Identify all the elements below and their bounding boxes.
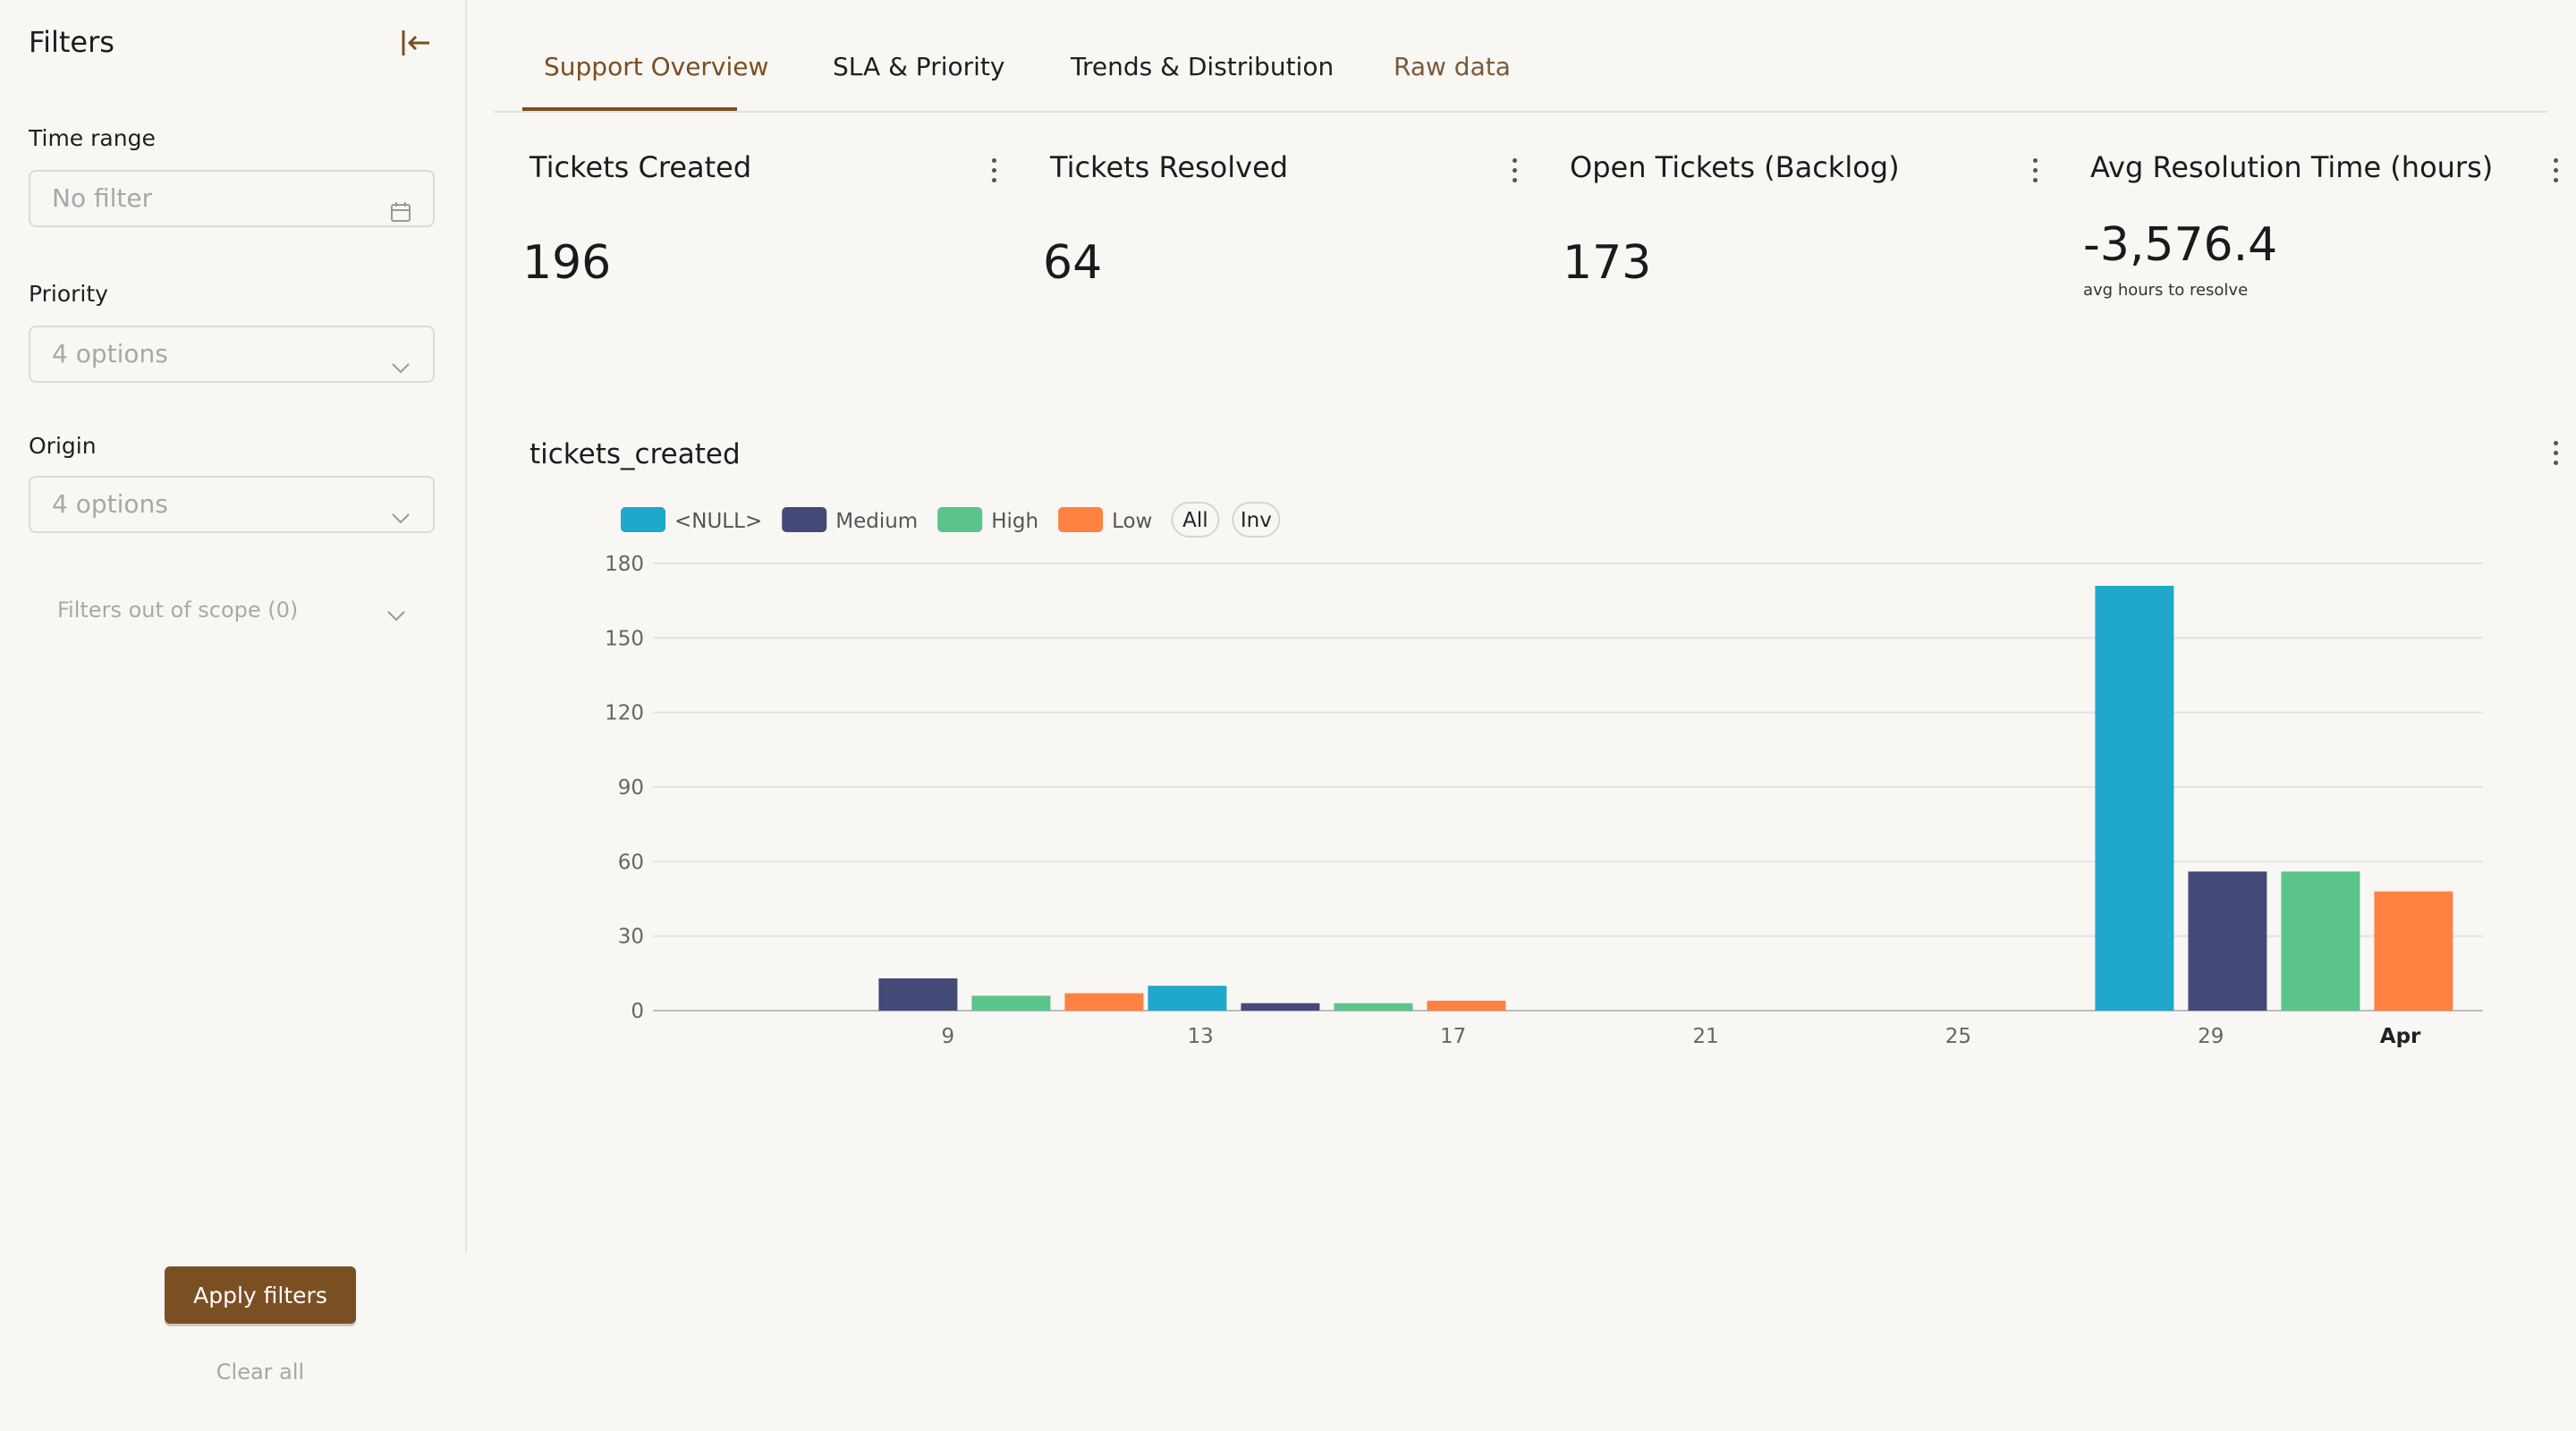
filter-sidebar: Filters Time range No filter Priority 4 … (0, 0, 467, 1252)
legend-swatch[interactable] (621, 507, 665, 532)
sidebar-title: Filters (29, 25, 114, 59)
legend-swatch[interactable] (937, 507, 983, 532)
kpi-value: 64 (1043, 236, 1103, 290)
kpi-card-tickets-resolved: Tickets Resolved 64 (1043, 143, 1544, 322)
chevron-down-icon (390, 494, 411, 524)
tab-support-overview[interactable]: Support Overview (544, 52, 769, 81)
legend-button-label[interactable]: All (1182, 509, 1208, 532)
bar-medium[interactable] (878, 978, 958, 1011)
x-tick-label: 13 (1188, 1025, 1214, 1048)
origin-placeholder: 4 options (52, 489, 168, 519)
priority-select[interactable]: 4 options (29, 326, 435, 383)
kpi-value: 196 (522, 236, 612, 290)
bar-high[interactable] (2281, 871, 2360, 1011)
legend-label[interactable]: <NULL> (674, 510, 762, 533)
kpi-title: Tickets Resolved (1050, 150, 1289, 184)
legend-button-label[interactable]: Inv (1241, 509, 1272, 532)
x-tick-label: 9 (941, 1025, 954, 1048)
bar-low[interactable] (1064, 993, 1144, 1011)
bar-medium[interactable] (2188, 871, 2267, 1011)
chevron-down-icon (390, 343, 411, 374)
tab-raw-data[interactable]: Raw data (1394, 52, 1511, 81)
bar-high[interactable] (971, 995, 1051, 1011)
kpi-subtitle: avg hours to resolve (2083, 281, 2249, 300)
kpi-menu-icon[interactable] (2026, 156, 2044, 188)
kpi-menu-icon[interactable] (1505, 156, 1523, 188)
origin-select[interactable]: 4 options (29, 476, 435, 533)
time-range-label: Time range (29, 125, 156, 151)
y-tick-label: 60 (618, 851, 644, 874)
legend-swatch[interactable] (782, 507, 827, 532)
bar-low[interactable] (2374, 891, 2453, 1011)
kpi-value: 173 (1563, 236, 1652, 290)
kpi-card-open-tickets: Open Tickets (Backlog) 173 (1563, 143, 2063, 322)
y-tick-label: 30 (618, 926, 644, 949)
filters-out-of-scope-toggle[interactable]: Filters out of scope (0) (57, 597, 406, 626)
collapse-sidebar-icon[interactable] (399, 25, 435, 61)
kpi-card-tickets-created: Tickets Created 196 (522, 143, 1023, 322)
x-tick-label: Apr (2380, 1025, 2421, 1048)
y-tick-label: 0 (631, 1000, 644, 1023)
x-tick-label: 29 (2198, 1025, 2224, 1048)
legend-label[interactable]: Medium (835, 510, 918, 533)
kpi-menu-icon[interactable] (985, 156, 1003, 188)
filters-out-of-scope-label: Filters out of scope (0) (57, 597, 299, 622)
kpi-title: Avg Resolution Time (hours) (2090, 150, 2494, 184)
legend-label[interactable]: High (991, 510, 1038, 533)
legend-swatch[interactable] (1058, 507, 1104, 532)
legend-button-inv[interactable] (1232, 502, 1281, 538)
bar-null[interactable] (2095, 586, 2174, 1011)
bar-high[interactable] (1334, 1003, 1413, 1011)
tab-trends-distribution[interactable]: Trends & Distribution (1071, 52, 1335, 81)
x-tick-label: 25 (1945, 1025, 1971, 1048)
apply-filters-button[interactable]: Apply filters (165, 1266, 356, 1324)
y-tick-label: 90 (618, 776, 644, 800)
time-range-placeholder: No filter (52, 183, 153, 213)
priority-placeholder: 4 options (52, 339, 168, 368)
kpi-title: Tickets Created (530, 150, 752, 184)
calendar-icon (390, 188, 411, 222)
clear-all-link[interactable]: Clear all (216, 1359, 305, 1384)
time-range-input[interactable]: No filter (29, 170, 435, 227)
dashboard-tabs: Support Overview SLA & Priority Trends &… (494, 0, 2547, 113)
origin-label: Origin (29, 433, 97, 459)
priority-label: Priority (29, 281, 108, 307)
active-tab-indicator (522, 107, 737, 111)
y-tick-label: 180 (605, 553, 644, 576)
legend-label[interactable]: Low (1112, 510, 1152, 533)
chart-title: tickets_created (530, 438, 741, 470)
kpi-card-avg-resolution: Avg Resolution Time (hours) -3,576.4 avg… (2083, 143, 2576, 322)
kpi-menu-icon[interactable] (2546, 156, 2564, 188)
chevron-down-icon (386, 603, 406, 622)
x-tick-label: 21 (1692, 1025, 1718, 1048)
bar-medium[interactable] (1241, 1003, 1320, 1011)
kpi-title: Open Tickets (Backlog) (1570, 150, 1900, 184)
y-tick-label: 150 (605, 627, 644, 650)
tickets-created-chart: <NULL> Medium High Low All Inv 0 30 60 90 120 150 18… (605, 502, 2483, 1048)
bar-low[interactable] (1427, 1000, 1506, 1011)
kpi-value: -3,576.4 (2083, 218, 2278, 272)
x-tick-label: 17 (1440, 1025, 1466, 1048)
legend-button-all[interactable] (1171, 502, 1220, 538)
chart-menu-icon[interactable] (2546, 438, 2564, 470)
tab-sla-priority[interactable]: SLA & Priority (833, 52, 1005, 81)
y-tick-label: 120 (605, 702, 644, 725)
bar-null[interactable] (1148, 986, 1227, 1011)
